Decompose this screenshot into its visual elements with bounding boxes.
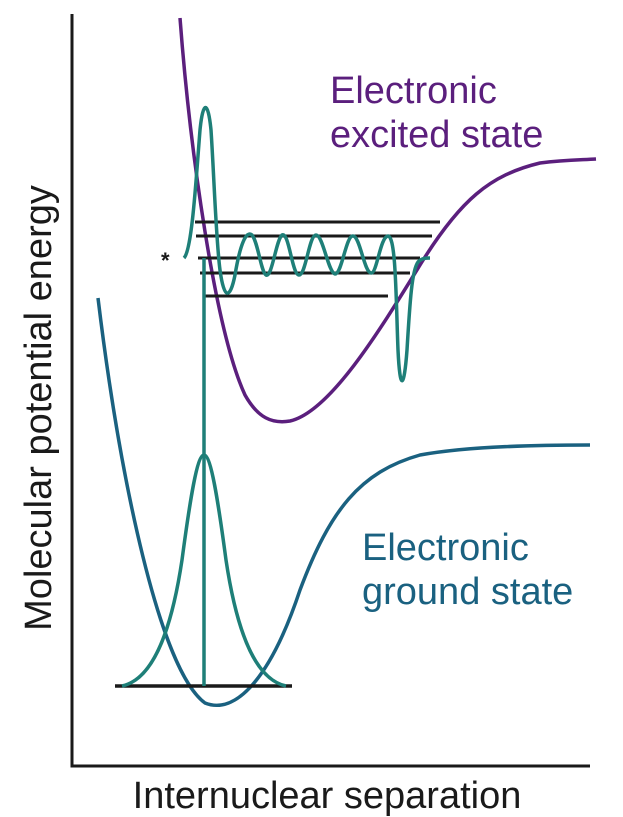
ground-state-curve bbox=[96, 297, 591, 707]
ground-wavefunction bbox=[121, 453, 287, 688]
ground-state-label: Electronic ground state bbox=[362, 527, 573, 613]
asterisk-marker: * bbox=[161, 248, 170, 273]
ground-state-label-line1: Electronic bbox=[362, 527, 529, 569]
excited-wavefunction bbox=[182, 106, 431, 383]
excited-state-label: Electronic excited state bbox=[330, 70, 543, 156]
excited-state-label-line1: Electronic bbox=[330, 70, 497, 112]
axes-frame bbox=[70, 14, 590, 768]
excited-state-label-line2: excited state bbox=[330, 114, 543, 156]
y-axis-title: Molecular potential energy bbox=[18, 185, 60, 631]
ground-state-label-line2: ground state bbox=[362, 571, 573, 613]
x-axis-title: Internuclear separation bbox=[133, 775, 522, 817]
